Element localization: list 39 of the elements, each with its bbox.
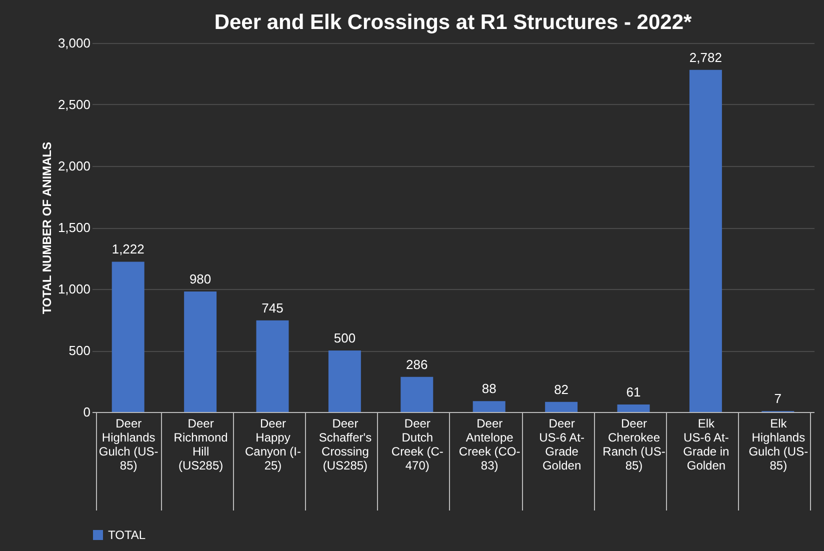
bar xyxy=(400,376,434,412)
data-label: 82 xyxy=(554,382,569,397)
x-tick-label: Deer Richmond Hill (US285) xyxy=(174,416,228,472)
bar xyxy=(689,70,722,412)
chart-title: Deer and Elk Crossings at R1 Structures - 2022* xyxy=(214,11,692,34)
y-tick-label: 0 xyxy=(83,404,90,420)
data-label: 745 xyxy=(262,300,284,316)
data-label: 61 xyxy=(626,384,641,400)
y-tick-label: 2,500 xyxy=(58,97,90,112)
data-label: 1,222 xyxy=(112,242,144,257)
x-tick-label: Deer Highlands Gulch (US-85) xyxy=(98,416,158,472)
y-tick-label: 1,500 xyxy=(58,220,90,235)
bar xyxy=(617,404,650,412)
y-axis-title: TOTAL NUMBER OF ANIMALS xyxy=(40,142,54,314)
y-tick-label: 500 xyxy=(68,343,90,358)
x-tick-label: Elk US-6 At-Grade in Golden xyxy=(683,416,730,472)
data-label: 286 xyxy=(406,356,428,372)
bar xyxy=(112,262,144,412)
data-label: 88 xyxy=(482,381,496,396)
x-tick-label: Deer Antelope Creek (CO-83) xyxy=(458,416,520,472)
bar xyxy=(472,401,506,412)
data-label: 7 xyxy=(774,391,782,406)
bar xyxy=(256,320,289,412)
x-tick-label: Deer Happy Canyon (I-25) xyxy=(244,416,302,472)
y-tick-label: 2,000 xyxy=(58,158,90,174)
bar xyxy=(545,402,578,412)
data-label: 980 xyxy=(189,271,212,286)
bar xyxy=(328,350,361,412)
y-tick-label: 1,000 xyxy=(58,282,90,296)
y-tick-label: 3,000 xyxy=(58,36,90,50)
x-tick-label: Deer US-6 At-Grade Golden xyxy=(539,416,584,472)
legend-label: TOTAL xyxy=(108,528,146,542)
x-tick-label: Deer Dutch Creek (C-470) xyxy=(391,416,444,472)
data-label: 500 xyxy=(334,330,356,346)
bar xyxy=(184,291,217,412)
x-tick-label: Elk Highlands Gulch (US-85) xyxy=(748,416,808,472)
data-label: 2,782 xyxy=(689,50,722,65)
x-tick-label: Deer Schaffer's Crossing (US285) xyxy=(318,416,372,472)
x-tick-label: Deer Cherokee Ranch (US-85) xyxy=(602,416,666,472)
